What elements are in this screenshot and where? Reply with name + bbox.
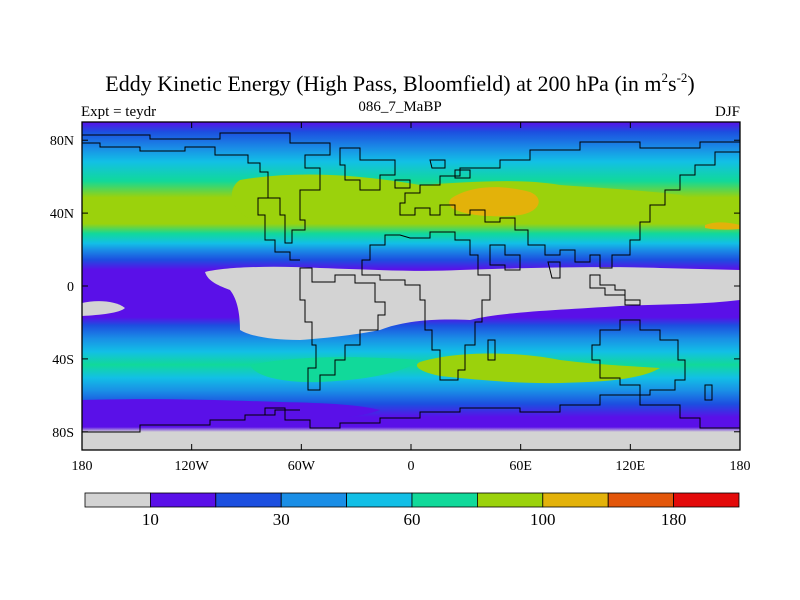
nh-jet-max xyxy=(449,187,539,217)
ekefield xyxy=(82,122,740,450)
plot-title: Eddy Kinetic Energy (High Pass, Bloomfie… xyxy=(105,70,695,96)
colorbar-box xyxy=(346,492,413,508)
sh-green-patch xyxy=(416,353,660,384)
south-america-coast xyxy=(299,267,386,391)
nh-pacific-orange-streak xyxy=(705,222,740,230)
x-tick-label: 120E xyxy=(616,459,646,474)
colorbar-box xyxy=(607,492,675,508)
colorbar-box xyxy=(280,492,348,508)
y-tick-label: 80N xyxy=(50,134,74,149)
india-coast xyxy=(547,261,561,279)
coastlines xyxy=(82,132,740,433)
colorbar-box xyxy=(476,492,544,508)
experiment-label: Expt = teydr xyxy=(81,104,157,120)
colorbar-box xyxy=(542,492,609,508)
colorbar-box xyxy=(215,492,282,508)
x-tick-label: 120W xyxy=(175,459,210,474)
north-america-coast xyxy=(82,132,331,244)
antarctica-coast xyxy=(82,394,740,433)
dateline-low-patch xyxy=(82,301,125,316)
colorbar-label: 10 xyxy=(142,510,159,529)
season-label: DJF xyxy=(714,104,740,120)
y-tick-label: 40N xyxy=(50,207,74,222)
colorbar-label: 100 xyxy=(530,510,556,529)
x-tick-label: 180 xyxy=(730,459,751,474)
africa-coast xyxy=(361,231,491,381)
colorbar-box xyxy=(149,492,217,508)
arabia-coast xyxy=(489,244,521,271)
x-tick-label: 180 xyxy=(72,459,93,474)
plot-subtitle: 086_7_MaBP xyxy=(358,99,442,115)
central-america-coast xyxy=(257,197,300,261)
colorbar-box xyxy=(411,492,478,508)
sh-deep-blue-patch xyxy=(82,399,380,423)
australia-coast xyxy=(591,319,686,396)
colorbar-box xyxy=(84,492,151,508)
y-tick-label: 0 xyxy=(67,280,74,295)
y-tick-label: 80S xyxy=(52,426,74,441)
x-tick-label: 60W xyxy=(288,459,316,474)
colorbar-label: 180 xyxy=(661,510,687,529)
x-tick-label: 0 xyxy=(408,459,415,474)
colorbar-box xyxy=(673,492,740,508)
x-tick-label: 60E xyxy=(509,459,532,474)
antarctic-peninsula-coast xyxy=(265,409,300,416)
colorbar-label: 30 xyxy=(273,510,290,529)
colorbar-label: 60 xyxy=(404,510,421,529)
greenland-coast xyxy=(339,147,396,191)
x-axis: 180 120W 60W 0 60E 120E 180 xyxy=(72,122,751,474)
madagascar-coast xyxy=(487,339,496,361)
maritime-continent-coast xyxy=(589,274,641,306)
new-zealand-coast xyxy=(704,384,713,401)
y-tick-label: 40S xyxy=(52,353,74,368)
eurasia-coast xyxy=(399,141,740,269)
y-axis: 80N 40N 0 40S 80S xyxy=(50,134,740,441)
europe-detail-coast xyxy=(394,159,471,189)
colorbar: 10 30 60 100 180 xyxy=(84,492,740,529)
